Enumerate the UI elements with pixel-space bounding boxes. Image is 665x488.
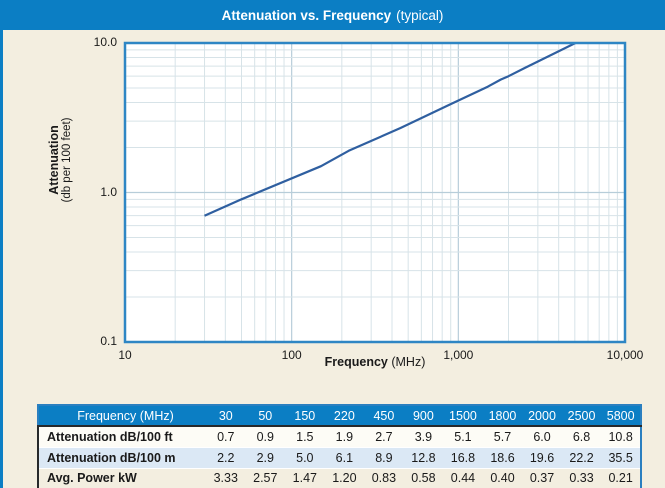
table-cell: 2.2 — [206, 446, 246, 468]
table-header-cell: 220 — [324, 405, 365, 426]
chart-title: Attenuation vs. Frequency — [221, 7, 392, 23]
y-tick-label: 1.0 — [100, 184, 117, 199]
y-axis-title: Attenuation (db per 100 feet) — [47, 55, 107, 265]
table-cell: 1.47 — [285, 467, 325, 488]
table-cell: 8.9 — [364, 446, 404, 468]
table-header-cell: 1500 — [443, 405, 483, 426]
table-cell: 1.9 — [324, 425, 365, 447]
table-row-label: Attenuation dB/100 m — [37, 446, 206, 468]
table-header-cell: 2500 — [561, 405, 602, 426]
panel-left-border — [0, 30, 3, 488]
table-header-cell: 450 — [364, 405, 404, 426]
x-tick-label: 1,000 — [443, 348, 474, 362]
table-cell: 0.40 — [482, 467, 523, 488]
attenuation-curve — [204, 43, 578, 217]
table-cell: 2.9 — [245, 446, 286, 468]
x-axis-label: Frequency — [324, 355, 388, 369]
table-cell: 1.5 — [285, 425, 325, 447]
y-tick-label: 0.1 — [100, 334, 117, 348]
x-tick-label: 10,000 — [606, 348, 644, 362]
table-row: Avg. Power kW 3.33 2.57 1.47 1.20 0.83 0.58 0.4… — [37, 467, 641, 488]
y-axis-label: Attenuation — [47, 125, 61, 195]
table-cell: 18.6 — [482, 446, 523, 468]
table-header-cell: 2000 — [522, 405, 562, 426]
table-header-cell: 150 — [285, 405, 325, 426]
table-row: Attenuation dB/100 m 2.2 2.9 5.0 6.1 8.9 12.8 1… — [37, 446, 641, 468]
x-axis-title: Frequency (MHz) — [225, 355, 525, 369]
table-cell: 0.37 — [522, 467, 562, 488]
table-cell: 16.8 — [443, 446, 483, 468]
table-cell: 0.21 — [601, 467, 641, 488]
x-tick-label: 10 — [118, 348, 132, 362]
table-row: Attenuation dB/100 ft 0.7 0.9 1.5 1.9 2.7 3.9 5… — [37, 425, 641, 447]
table-cell: 0.7 — [206, 425, 246, 447]
table-header-label: Frequency (MHz) — [38, 405, 206, 426]
table-cell: 5.0 — [285, 446, 325, 468]
table-cell: 35.5 — [601, 446, 641, 468]
table-cell: 5.7 — [482, 425, 523, 447]
table-row-label: Avg. Power kW — [37, 467, 206, 488]
attenuation-frequency-plot — [123, 41, 627, 344]
y-tick-label: 10.0 — [93, 35, 117, 49]
table-cell: 6.1 — [324, 446, 365, 468]
y-axis-unit: (db per 100 feet) — [61, 117, 74, 203]
table-header-cell: 50 — [245, 405, 286, 426]
table-cell: 6.0 — [522, 425, 562, 447]
table-cell: 0.33 — [561, 467, 602, 488]
chart-title-bar: Attenuation vs. Frequency (typical) — [0, 0, 665, 30]
table-header-cell: 5800 — [601, 405, 641, 426]
table-row-label: Attenuation dB/100 ft — [37, 425, 206, 447]
table-cell: 0.44 — [443, 467, 483, 488]
table-cell: 2.57 — [245, 467, 286, 488]
table-cell: 19.6 — [522, 446, 562, 468]
table-cell: 3.9 — [403, 425, 444, 447]
table-cell: 0.83 — [364, 467, 404, 488]
table-cell: 0.58 — [403, 467, 444, 488]
table-cell: 1.20 — [324, 467, 365, 488]
table-cell: 6.8 — [561, 425, 602, 447]
x-tick-label: 100 — [281, 348, 302, 362]
attenuation-data-table: Frequency (MHz) 30 50 150 220 450 900 1500 1800 2… — [37, 404, 642, 488]
table-cell: 22.2 — [561, 446, 602, 468]
chart-title-suffix: (typical) — [396, 7, 444, 23]
table-cell: 12.8 — [403, 446, 444, 468]
table-header-cell: 1800 — [482, 405, 523, 426]
table-cell: 10.8 — [601, 425, 641, 447]
table-cell: 0.9 — [245, 425, 286, 447]
table-header-cell: 30 — [206, 405, 246, 426]
table-header-row: Frequency (MHz) 30 50 150 220 450 900 1500 1800 2… — [38, 405, 641, 426]
table-cell: 2.7 — [364, 425, 404, 447]
table-cell: 3.33 — [206, 467, 246, 488]
table-cell: 5.1 — [443, 425, 483, 447]
table-header-cell: 900 — [403, 405, 444, 426]
x-axis-unit: (MHz) — [391, 355, 426, 369]
